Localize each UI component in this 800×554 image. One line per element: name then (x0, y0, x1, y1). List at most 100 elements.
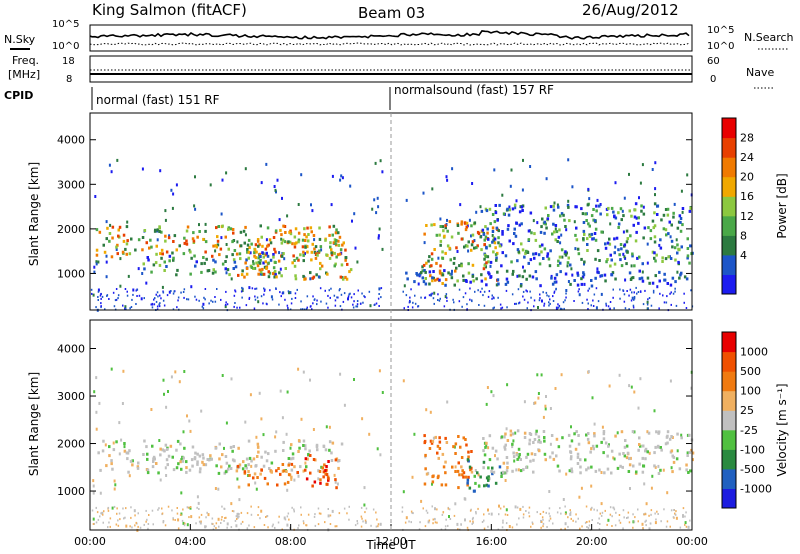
echo-cell (437, 299, 439, 301)
echo-cell (167, 505, 170, 508)
echo-cell (564, 253, 568, 257)
echo-cell (161, 285, 164, 289)
echo-cell (95, 248, 99, 252)
echo-cell (658, 279, 661, 283)
echo-cell (360, 506, 363, 509)
echo-cell (579, 465, 582, 469)
echo-cell (633, 215, 637, 219)
noise-panel: N.Sky 10^5 10^0 10^5 10^0 N.Search (4, 19, 794, 52)
colorbar-tick-label: 25 (740, 404, 754, 417)
echo-cell (469, 509, 472, 512)
echo-cell (453, 256, 456, 260)
echo-cell (297, 231, 301, 235)
echo-cell (117, 519, 119, 522)
echo-cell (267, 452, 270, 456)
echo-cell (253, 266, 257, 270)
echo-cell (121, 402, 124, 405)
echo-cell (648, 451, 651, 455)
echo-cell (656, 213, 659, 216)
echo-cell (600, 502, 603, 506)
echo-cell (343, 403, 346, 407)
echo-cell (289, 526, 291, 529)
echo-cell (420, 499, 423, 503)
echo-cell (498, 244, 502, 248)
echo-cell (124, 305, 127, 309)
echo-cell (447, 271, 450, 275)
echo-cell (123, 442, 126, 445)
echo-cell (159, 252, 162, 256)
echo-cell (417, 282, 420, 286)
echo-cell (174, 370, 177, 374)
echo-cell (471, 300, 473, 303)
echo-cell (294, 277, 298, 281)
echo-cell (531, 275, 535, 279)
echo-cell (318, 249, 321, 253)
echo-cell (262, 464, 266, 468)
echo-cell (532, 458, 535, 462)
echo-cell (314, 245, 318, 249)
echo-cell (653, 464, 656, 468)
echo-cell (202, 302, 205, 306)
echo-cell (487, 478, 490, 482)
echo-cell (114, 299, 117, 302)
echo-cell (592, 218, 595, 222)
echo-cell (536, 221, 539, 225)
echo-cell (603, 471, 606, 475)
echo-cell (683, 301, 685, 304)
echo-cell (579, 458, 582, 462)
echo-cell (467, 455, 470, 459)
echo-cell (164, 234, 167, 238)
echo-cell (624, 278, 627, 282)
echo-cell (150, 245, 153, 249)
echo-cell (673, 246, 677, 250)
echo-cell (229, 467, 233, 470)
echo-cell (168, 254, 172, 258)
echo-cell (185, 460, 188, 464)
echo-cell (259, 272, 262, 276)
echo-cell (319, 478, 322, 482)
echo-cell (113, 505, 116, 508)
echo-cell (290, 468, 294, 472)
echo-cell (302, 444, 305, 447)
echo-cell (502, 212, 506, 216)
echo-cell (106, 294, 109, 297)
echo-cell (314, 256, 318, 260)
echo-cell (626, 451, 630, 455)
echo-cell (158, 263, 162, 267)
echo-cell (606, 523, 608, 526)
echo-cell (279, 389, 282, 393)
echo-cell (480, 248, 483, 252)
echo-cell (665, 233, 668, 237)
echo-cell (316, 253, 319, 257)
echo-cell (593, 232, 597, 235)
echo-cell (424, 467, 427, 471)
echo-cell (673, 509, 675, 511)
echo-cell (327, 478, 330, 482)
echo-cell (335, 228, 338, 232)
echo-cell (232, 239, 236, 242)
echo-cell (632, 464, 635, 468)
echo-cell (135, 521, 137, 524)
echo-cell (253, 472, 257, 476)
echo-cell (582, 229, 586, 233)
echo-cell (626, 517, 628, 519)
echo-cell (167, 454, 171, 458)
echo-cell (186, 506, 189, 509)
echo-cell (543, 302, 546, 305)
colorbar-frame (721, 117, 737, 295)
echo-cell (548, 512, 550, 515)
echo-cell (304, 252, 306, 256)
echo-cell (641, 470, 645, 474)
echo-cell (681, 210, 684, 214)
echo-cell (464, 228, 468, 232)
echo-cell (211, 517, 214, 520)
echo-cell (594, 227, 598, 231)
echo-cell (256, 476, 259, 479)
echo-cell (456, 250, 459, 253)
echo-cell (499, 507, 502, 510)
echo-cell (241, 520, 244, 523)
echo-cell (311, 276, 314, 280)
echo-cell (291, 506, 293, 509)
echo-cell (201, 460, 204, 464)
nsearch-tick-top: 10^5 (707, 25, 734, 36)
